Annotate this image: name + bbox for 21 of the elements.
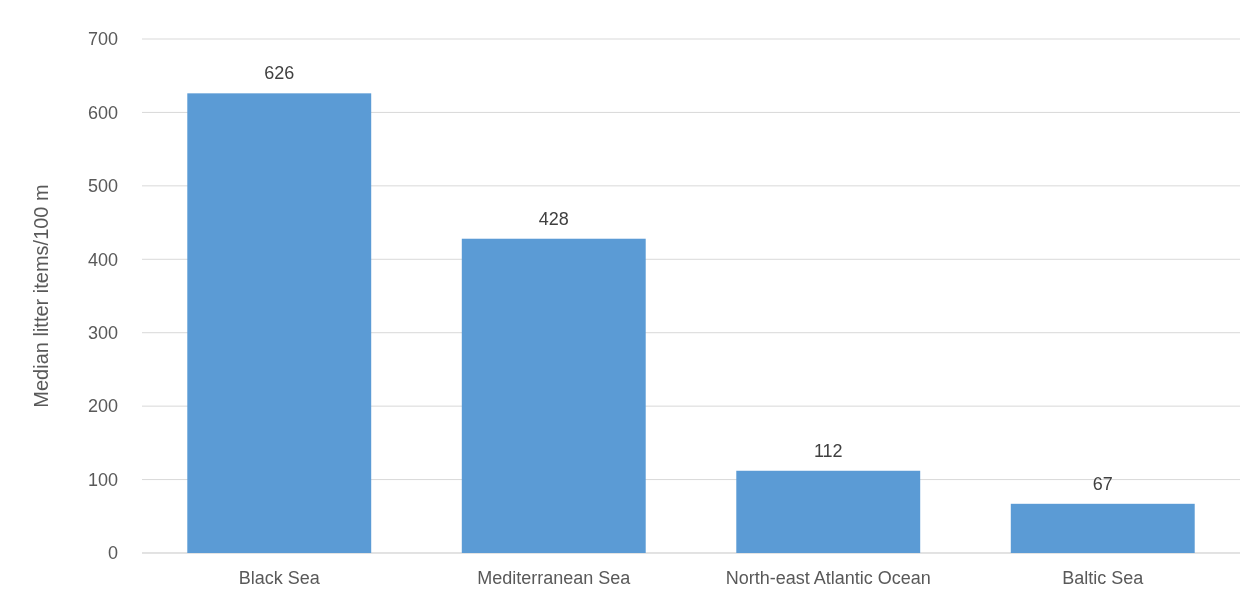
x-tick-label: Black Sea <box>238 568 321 588</box>
y-tick-label: 600 <box>87 102 118 123</box>
bar <box>187 93 372 553</box>
y-axis-title: Median litter items/100 m <box>30 184 52 408</box>
y-tick-label: 400 <box>87 249 118 270</box>
x-tick-label: North-east Atlantic Ocean <box>725 568 931 588</box>
data-label: 67 <box>1092 473 1113 494</box>
data-label: 112 <box>813 440 843 461</box>
y-tick-label: 500 <box>87 176 118 197</box>
y-tick-label: 300 <box>87 323 118 344</box>
y-tick-label: 700 <box>87 29 118 50</box>
data-label: 428 <box>538 208 569 229</box>
y-tick-label: 100 <box>87 469 118 490</box>
bar <box>461 238 646 553</box>
bar <box>736 470 921 553</box>
x-tick-label: Mediterranean Sea <box>477 568 632 588</box>
y-tick-label: 200 <box>87 396 118 417</box>
x-tick-label: Baltic Sea <box>1062 568 1145 588</box>
bar <box>1010 503 1195 553</box>
y-tick-label: 0 <box>107 543 118 564</box>
data-label: 626 <box>264 63 295 84</box>
